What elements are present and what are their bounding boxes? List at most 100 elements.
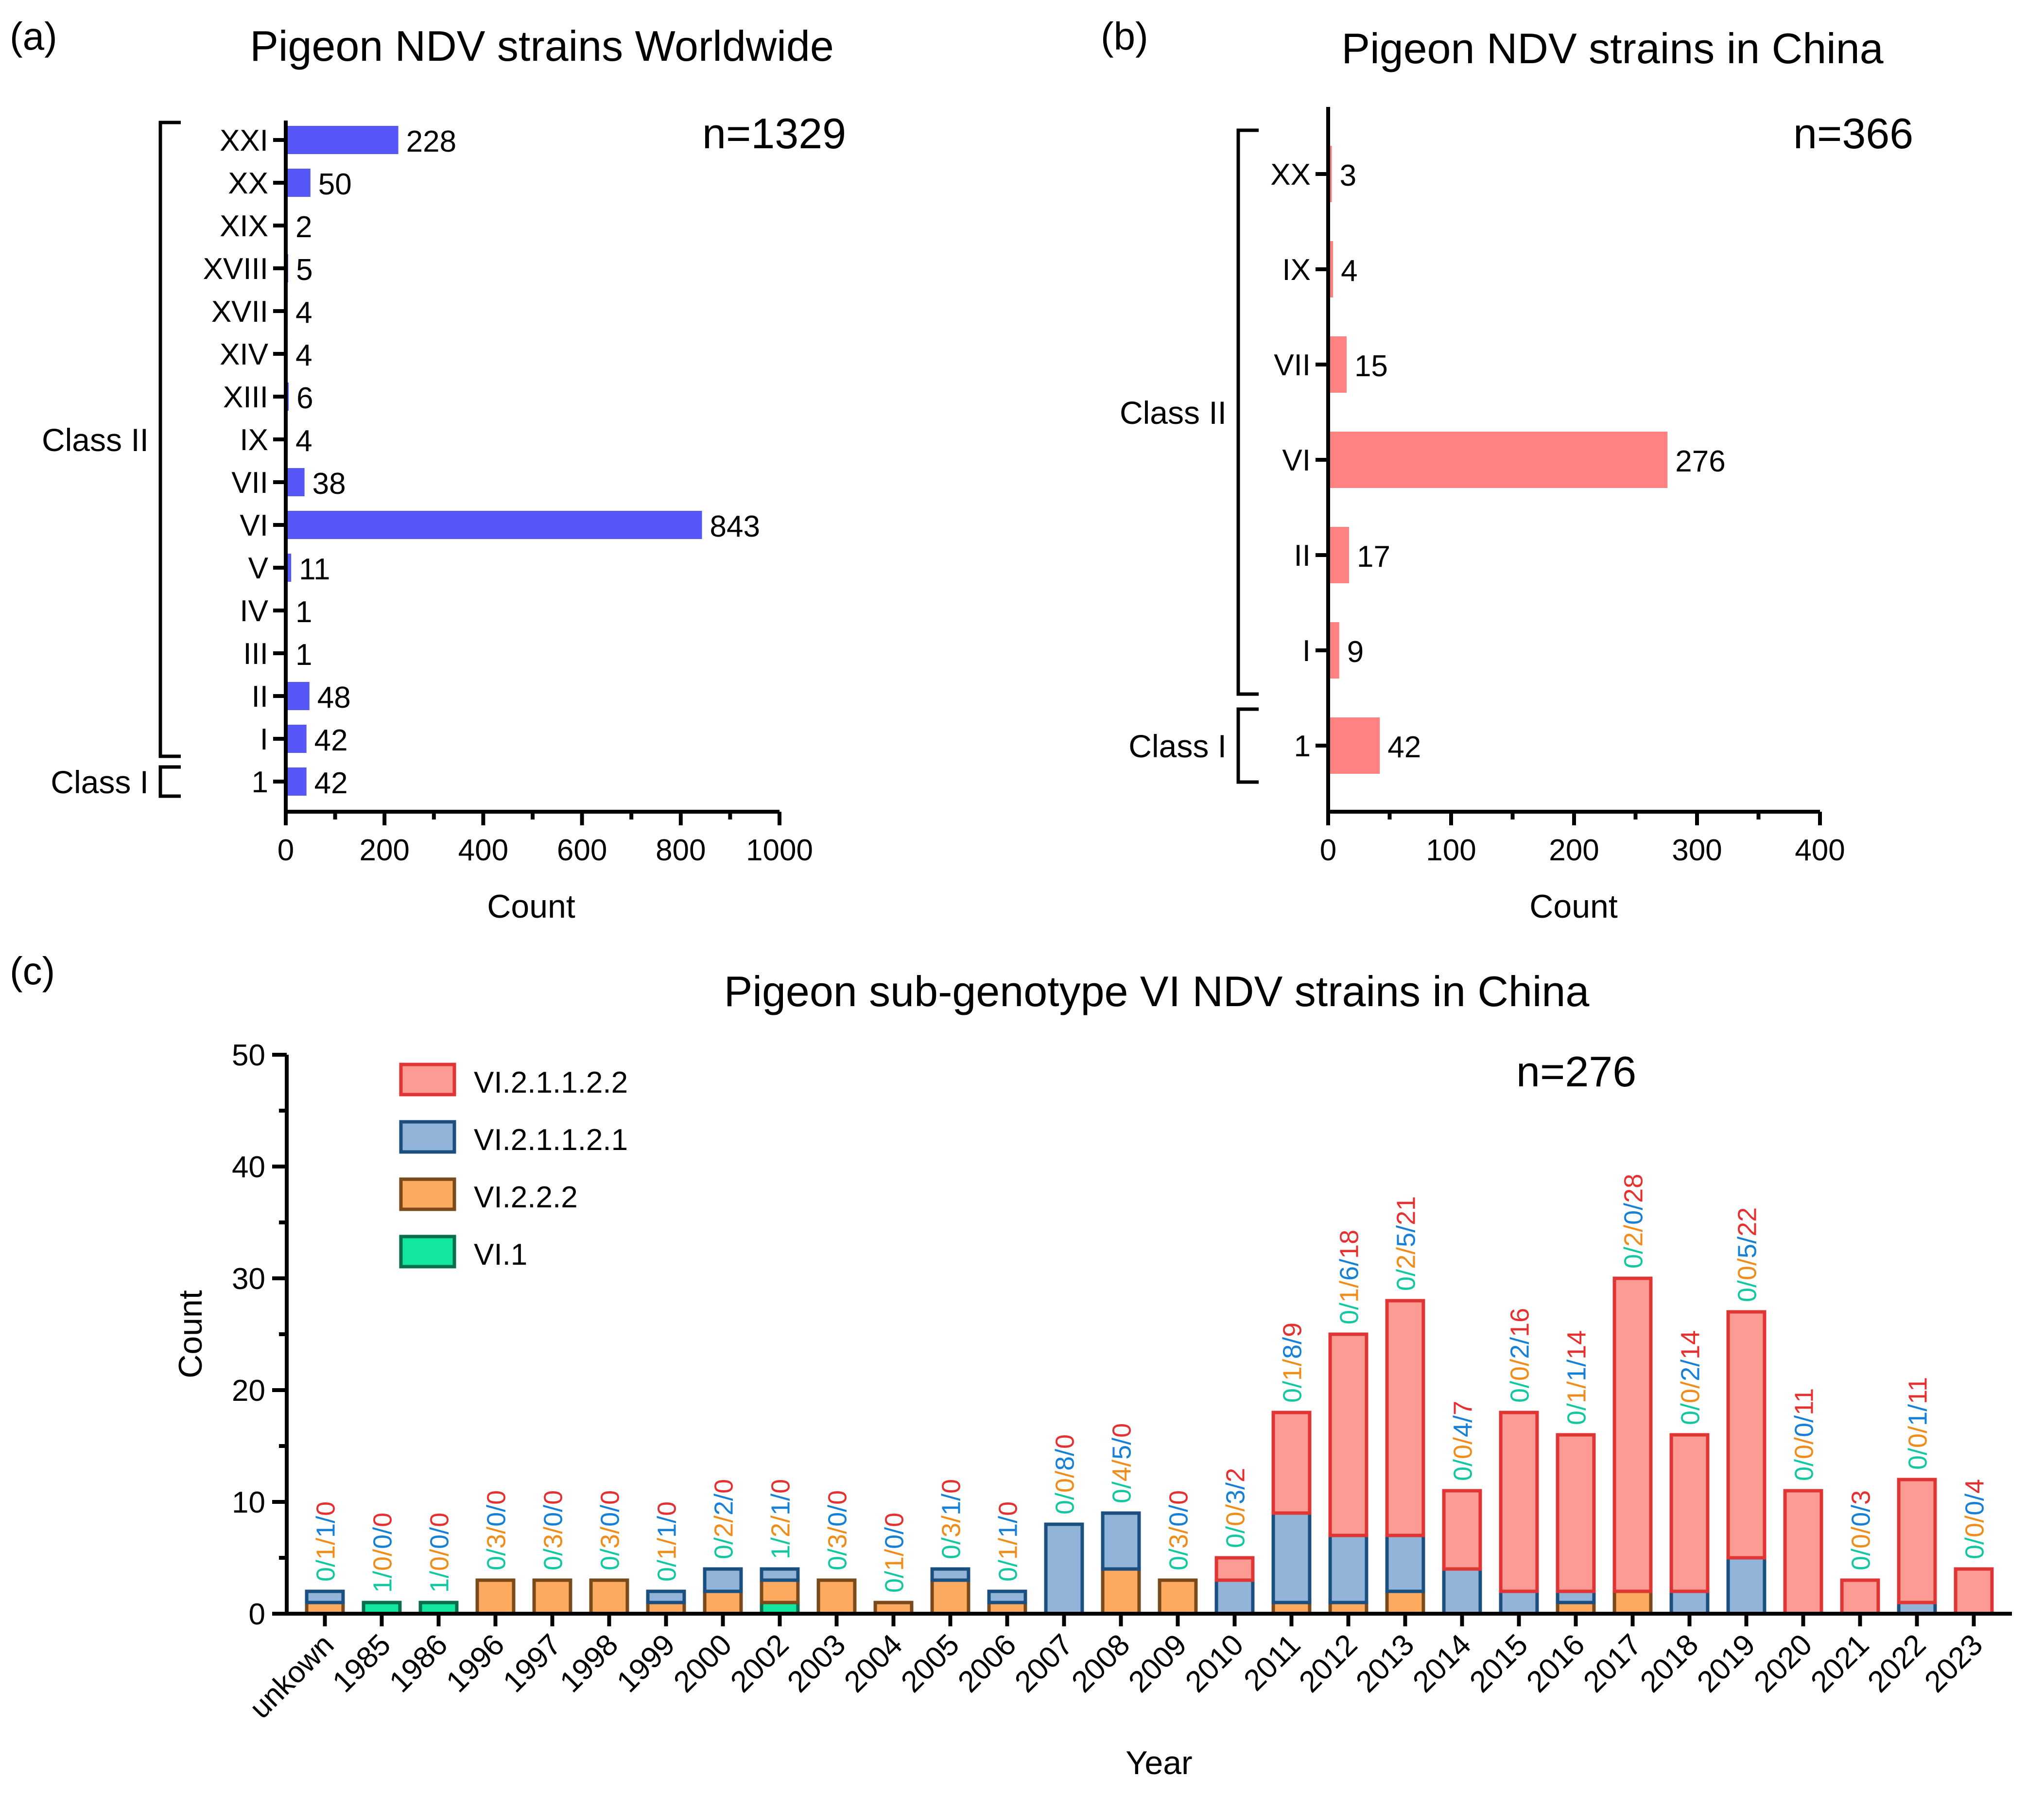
bar-value-label: 3 — [1340, 159, 1356, 192]
legend-swatch — [399, 1063, 456, 1097]
bar-top-label: 0/1/1/0 — [312, 1501, 341, 1582]
bar-top-label: 0/2/2/0 — [710, 1479, 739, 1559]
panel-c-y-axis-title: Count — [172, 1290, 209, 1378]
bar-top-label: 0/0/5/22 — [1733, 1207, 1762, 1302]
bar-value-label: 4 — [295, 339, 312, 372]
stacked-bar-segment — [1556, 1433, 1596, 1593]
stacked-bar-segment — [703, 1567, 743, 1593]
x-tick-label: 2007 — [1008, 1628, 1079, 1699]
bar-top-label: 0/0/2/16 — [1506, 1308, 1535, 1403]
bar-value-label: 6 — [296, 382, 313, 415]
x-tick-label: 2011 — [1237, 1628, 1307, 1697]
bar-top-label: 0/0/3/2 — [1221, 1468, 1250, 1548]
x-tick-label: 300 — [1672, 834, 1722, 867]
panel-b-x-axis-title: Count — [1529, 888, 1618, 925]
bar-value-label: 4 — [1341, 254, 1357, 288]
x-tick-label: 2010 — [1179, 1628, 1250, 1699]
x-tick-label: 2022 — [1861, 1628, 1932, 1699]
bar — [1328, 432, 1668, 488]
legend-label: VI.2.1.1.2.1 — [474, 1123, 628, 1157]
x-tick-label: 2023 — [1918, 1628, 1989, 1699]
stacked-bar-segment — [1385, 1534, 1425, 1593]
x-tick-label: unkown — [243, 1628, 340, 1725]
x-tick-label: 2020 — [1748, 1628, 1819, 1699]
bar — [1328, 241, 1334, 297]
panel-a-label: (a) — [10, 15, 57, 58]
bar-value-label: 9 — [1347, 635, 1364, 669]
x-tick-label: 2000 — [667, 1628, 738, 1699]
y-tick-label: 10 — [232, 1486, 265, 1519]
group-bracket — [1236, 707, 1259, 784]
y-tick-label: III — [243, 637, 268, 671]
panel-b-n-label: n=366 — [1793, 109, 1913, 157]
legend-swatch — [399, 1120, 456, 1154]
x-tick-label: 2017 — [1577, 1628, 1648, 1699]
panel-b-plot: 3 XX 4 IX 15 VII 276 VI 17 II 9 I 42 1 0 100 200 300 400 Cl… — [1120, 107, 1845, 867]
stacked-bar-segment — [816, 1578, 857, 1616]
bar-top-label: 0/3/0/0 — [539, 1490, 568, 1570]
y-tick-label: XIV — [220, 338, 269, 371]
x-tick-label: 1997 — [497, 1628, 568, 1699]
stacked-bar-segment — [1783, 1489, 1823, 1616]
group-label: Class I — [51, 764, 149, 800]
bar-value-label: 11 — [299, 553, 330, 586]
y-tick-label: 50 — [232, 1039, 265, 1072]
bar-value-label: 4 — [295, 424, 312, 458]
panel-a-n-label: n=1329 — [702, 109, 846, 157]
panel-c-title: Pigeon sub-genotype VI NDV strains in Ch… — [724, 967, 1590, 1015]
bar-top-label: 0/3/0/0 — [482, 1490, 511, 1570]
bar-top-label: 0/2/0/28 — [1619, 1174, 1648, 1269]
x-tick-label: 200 — [1549, 834, 1599, 867]
y-tick-label: XX — [1270, 158, 1311, 192]
bar-value-label: 50 — [318, 168, 352, 201]
bar — [286, 169, 311, 197]
y-tick-label: VI — [1282, 444, 1311, 477]
stacked-bar-segment — [1499, 1411, 1539, 1593]
x-tick-label: 1000 — [746, 834, 813, 867]
x-tick-label: 1986 — [383, 1628, 454, 1699]
y-tick-label: XVIII — [203, 252, 268, 286]
x-tick-label: 2002 — [724, 1628, 795, 1699]
stacked-bar-segment — [1328, 1332, 1368, 1537]
y-tick-label: VII — [231, 466, 268, 500]
x-tick-label: 2015 — [1463, 1628, 1534, 1699]
bar — [286, 126, 398, 154]
group-label: Class II — [42, 422, 149, 458]
bar-value-label: 228 — [406, 125, 456, 158]
panel-c-plot: 0/1/1/0 unkown 1/0/0/0 1985 1/0/0/0 1986 0/3/0… — [232, 1039, 2012, 1725]
stacked-bar-segment — [760, 1578, 800, 1604]
stacked-bar-segment — [1954, 1567, 1994, 1616]
stacked-bar-segment — [1158, 1578, 1198, 1616]
y-tick-label: IV — [240, 594, 268, 628]
legend-swatch — [399, 1177, 456, 1211]
bar-top-label: 0/0/0/4 — [1960, 1479, 1990, 1559]
y-tick-label: 30 — [232, 1262, 265, 1296]
bar-value-label: 42 — [314, 724, 348, 757]
y-tick-label: 40 — [232, 1150, 265, 1184]
group-bracket — [158, 121, 181, 758]
x-tick-label: 2016 — [1520, 1628, 1591, 1699]
bar — [1328, 336, 1347, 393]
bar-top-label: 0/3/0/0 — [823, 1490, 852, 1570]
stacked-bar-segment — [987, 1589, 1027, 1604]
y-tick-label: 0 — [249, 1598, 265, 1631]
stacked-bar-segment — [1669, 1433, 1710, 1593]
bar-top-label: 1/2/1/0 — [766, 1479, 796, 1559]
bar-top-label: 0/1/6/18 — [1335, 1230, 1364, 1324]
x-tick-label: 2009 — [1122, 1628, 1193, 1699]
stacked-bar-segment — [1101, 1511, 1141, 1571]
stacked-bar-segment — [1726, 1556, 1767, 1616]
bar-value-label: 4 — [295, 296, 312, 330]
stacked-bar-segment — [1271, 1411, 1312, 1515]
y-tick-label: VI — [240, 509, 268, 542]
bar — [286, 725, 307, 753]
bar-top-label: 0/0/0/11 — [1790, 1388, 1819, 1481]
panel-a-title: Pigeon NDV strains Worldwide — [250, 22, 834, 70]
bar — [1328, 527, 1350, 583]
y-tick-label: XVII — [211, 295, 268, 329]
y-tick-label: V — [248, 552, 269, 585]
y-tick-label: 1 — [1294, 730, 1311, 763]
group-bracket — [1236, 128, 1259, 696]
x-tick-label: 2004 — [838, 1628, 909, 1699]
stacked-bar-segment — [1612, 1589, 1653, 1616]
